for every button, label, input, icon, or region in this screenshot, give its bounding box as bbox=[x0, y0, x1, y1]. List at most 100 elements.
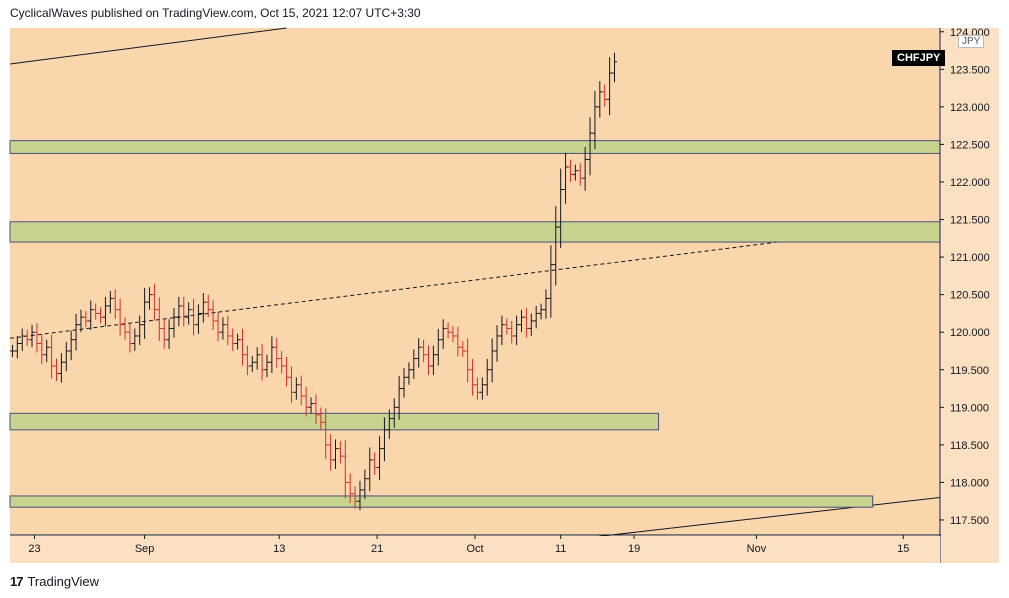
zone-3[interactable] bbox=[9, 495, 874, 508]
price-bar bbox=[367, 447, 373, 492]
price-bar bbox=[249, 356, 255, 373]
price-bar bbox=[24, 329, 30, 346]
price-bar bbox=[460, 341, 466, 358]
publish-header: CyclicalWaves published on TradingView.c… bbox=[10, 6, 421, 20]
y-tick-label: 121.000 bbox=[950, 252, 990, 264]
price-bar bbox=[362, 469, 368, 500]
x-tick-label: Sep bbox=[135, 543, 155, 555]
price-bar bbox=[34, 323, 40, 353]
price-bar bbox=[597, 81, 603, 118]
price-axis[interactable]: 124.000123.500123.000122.500122.000121.5… bbox=[940, 27, 990, 527]
price-bar bbox=[514, 315, 520, 346]
price-bar bbox=[195, 304, 201, 334]
footer[interactable]: 17 TradingView bbox=[10, 572, 99, 590]
zone-2[interactable] bbox=[9, 412, 660, 431]
price-bar bbox=[49, 334, 55, 379]
price-bar bbox=[489, 338, 495, 383]
price-axis-background bbox=[941, 28, 999, 563]
price-bar bbox=[333, 439, 338, 470]
price-bar bbox=[137, 315, 143, 346]
price-bar bbox=[592, 90, 598, 150]
price-bar bbox=[88, 300, 94, 331]
x-tick-label: Oct bbox=[466, 543, 483, 555]
y-tick-label: 122.500 bbox=[950, 139, 990, 151]
trendline-1[interactable] bbox=[585, 496, 941, 539]
price-bar bbox=[98, 307, 104, 324]
price-bar bbox=[430, 345, 436, 376]
x-tick-label: 13 bbox=[273, 543, 285, 555]
price-bar bbox=[318, 407, 324, 430]
y-tick-label: 119.000 bbox=[950, 402, 989, 414]
price-bar bbox=[445, 322, 451, 339]
price-bar bbox=[171, 308, 177, 338]
price-bar bbox=[440, 319, 446, 349]
price-bar bbox=[54, 358, 59, 381]
price-bar bbox=[411, 349, 417, 379]
price-bar bbox=[191, 298, 197, 336]
price-bar bbox=[147, 287, 152, 310]
zone-0[interactable] bbox=[9, 140, 941, 154]
price-bar bbox=[93, 303, 99, 320]
price-bar bbox=[396, 376, 402, 420]
price-bar bbox=[161, 319, 167, 349]
tradingview-logo-icon[interactable]: 17 bbox=[10, 573, 24, 589]
trendline-2[interactable] bbox=[9, 221, 941, 339]
price-bar bbox=[151, 283, 157, 321]
price-bar bbox=[142, 287, 148, 339]
price-bar bbox=[284, 356, 290, 387]
y-tick-label: 118.500 bbox=[950, 440, 989, 452]
price-bar bbox=[577, 163, 583, 186]
price-bar bbox=[68, 330, 74, 361]
price-bar bbox=[176, 296, 182, 327]
price-bar bbox=[381, 417, 387, 462]
price-bar bbox=[215, 311, 221, 342]
price-bar bbox=[455, 326, 461, 357]
price-bar bbox=[288, 366, 294, 404]
price-bar bbox=[416, 338, 422, 368]
tradingview-brand[interactable]: TradingView bbox=[27, 573, 100, 589]
price-bar bbox=[426, 345, 431, 376]
price-bar bbox=[210, 300, 216, 331]
y-tick-label: 119.500 bbox=[950, 365, 989, 377]
price-bar bbox=[342, 440, 348, 499]
price-bar bbox=[303, 386, 309, 417]
y-tick-label: 120.500 bbox=[950, 290, 990, 302]
price-bar bbox=[377, 436, 383, 480]
price-bar bbox=[166, 319, 172, 349]
zone-1[interactable] bbox=[9, 221, 941, 243]
price-bar bbox=[533, 305, 539, 329]
price-bar bbox=[269, 336, 275, 374]
price-bar bbox=[587, 117, 593, 176]
price-bar bbox=[612, 52, 617, 83]
price-bar bbox=[186, 302, 192, 325]
price-bar bbox=[352, 486, 358, 509]
price-bar bbox=[450, 326, 456, 343]
price-bar bbox=[117, 298, 123, 336]
price-bar bbox=[63, 341, 69, 372]
price-bar bbox=[200, 293, 206, 323]
price-bar bbox=[205, 294, 211, 318]
x-tick-label: 11 bbox=[555, 543, 566, 555]
price-bar bbox=[563, 152, 569, 204]
price-bar bbox=[181, 296, 187, 327]
price-bar bbox=[391, 398, 397, 428]
price-bar bbox=[19, 328, 25, 351]
currency-label: JPY bbox=[958, 35, 985, 48]
x-tick-label: 21 bbox=[371, 543, 383, 555]
x-tick-label: 15 bbox=[897, 543, 909, 555]
price-bar bbox=[558, 168, 564, 249]
y-tick-label: 123.500 bbox=[950, 64, 990, 76]
price-bar bbox=[83, 311, 89, 328]
x-tick-label: 23 bbox=[28, 543, 40, 555]
time-axis[interactable]: 23 Sep 13 21 Oct 11 19 Nov 15 bbox=[28, 535, 909, 555]
symbol-badge: CHFJPY bbox=[892, 50, 946, 66]
price-bar bbox=[347, 473, 353, 503]
price-bar bbox=[293, 377, 299, 400]
y-tick-label: 120.000 bbox=[950, 327, 990, 339]
price-bars bbox=[9, 52, 617, 511]
price-bar bbox=[538, 303, 544, 320]
price-bar bbox=[548, 245, 554, 318]
price-bar bbox=[519, 309, 524, 333]
trendline-0[interactable] bbox=[9, 27, 287, 65]
